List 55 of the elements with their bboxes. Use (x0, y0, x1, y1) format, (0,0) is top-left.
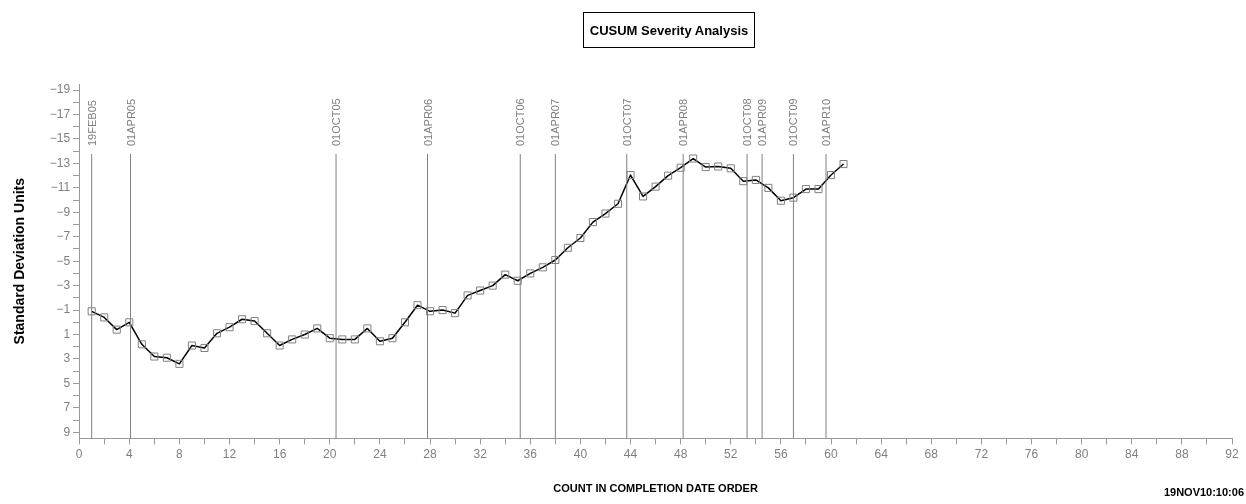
x-tick-label: 8 (176, 446, 184, 461)
x-tick-label: 88 (1175, 446, 1189, 461)
ref-line-label: 01OCT05 (330, 98, 343, 146)
y-tick-label: −1 (56, 302, 71, 317)
ref-line-label: 01APR06 (421, 98, 434, 146)
ref-line-label: 01OCT06 (514, 98, 527, 146)
ref-line-label: 01APR10 (820, 98, 832, 146)
text: 19NOV10:10:06 (1163, 486, 1244, 498)
y-tick-label: 3 (63, 351, 71, 366)
x-tick-label: 20 (323, 446, 337, 461)
y-tick-label: −3 (56, 277, 71, 292)
y-tick-label: 7 (63, 400, 71, 415)
x-tick-label: 36 (523, 446, 538, 461)
x-tick-label: 92 (1225, 446, 1239, 461)
y-axis-title: Standard Deviation Units (11, 177, 28, 345)
y-tick-label: 1 (63, 326, 71, 341)
y-tick-label: −5 (56, 253, 71, 268)
x-axis-title: COUNT IN COMPLETION DATE ORDER (553, 482, 758, 495)
x-tick-label: 80 (1074, 446, 1089, 461)
ref-line-label: 01APR08 (677, 98, 690, 146)
ref-line-label: 01APR09 (756, 98, 769, 146)
x-tick-label: 76 (1024, 446, 1039, 461)
y-tick-label: −13 (49, 155, 71, 170)
y-tick-label: 5 (63, 375, 71, 390)
ref-line-label: 01OCT07 (620, 98, 633, 146)
ref-line-label: 01APR05 (124, 98, 137, 146)
ref-line-label: 01OCT08 (741, 98, 754, 146)
x-tick-label: 72 (974, 446, 989, 461)
ref-line-label: 19FEB05 (85, 100, 98, 146)
x-tick-label: 68 (924, 446, 939, 461)
x-tick-label: 4 (125, 446, 133, 461)
y-tick-label: −9 (56, 204, 71, 219)
x-tick-label: 12 (222, 446, 237, 461)
x-tick-label: 84 (1125, 446, 1139, 461)
y-tick-label: −11 (50, 180, 71, 195)
x-tick-label: 48 (673, 446, 688, 461)
y-tick-label: −15 (49, 131, 71, 146)
x-tick-label: 28 (423, 446, 438, 461)
y-tick-label: −7 (56, 229, 71, 244)
x-tick-label: 52 (724, 446, 738, 461)
x-tick-label: 24 (373, 446, 387, 461)
ref-line-label: 01APR07 (549, 98, 562, 146)
x-tick-label: 32 (473, 446, 488, 461)
x-tick-label: 0 (75, 446, 83, 461)
y-tick-label: −17 (49, 106, 71, 121)
x-tick-label: 60 (824, 446, 838, 461)
y-tick-label: 9 (63, 424, 71, 439)
ref-line-label: 01OCT09 (787, 98, 800, 146)
y-tick-label: −19 (49, 82, 71, 97)
x-tick-label: 16 (272, 446, 287, 461)
x-tick-label: 64 (874, 446, 889, 461)
x-tick-label: 44 (623, 446, 638, 461)
x-tick-label: 40 (573, 446, 588, 461)
x-tick-label: 56 (774, 446, 788, 461)
chart-title: CUSUM Severity Analysis (583, 12, 755, 48)
